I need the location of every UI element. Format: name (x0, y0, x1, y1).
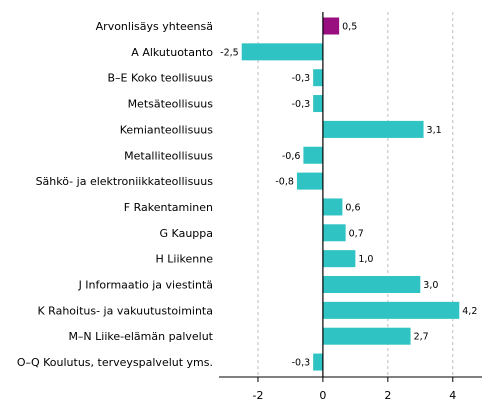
category-label-11: J Informaatio ja viestintä (78, 279, 213, 292)
x-tick-label-4: 4 (449, 389, 456, 402)
category-label-9: G Kauppa (160, 227, 213, 240)
value-label-9: 0,7 (349, 228, 364, 239)
value-label-14: -0,3 (292, 358, 311, 369)
x-tick-labels: -2 0 2 4 (252, 389, 456, 402)
category-label-8: F Rakentaminen (124, 201, 213, 214)
category-label-14: O–Q Koulutus, terveyspalvelut yms. (17, 356, 213, 369)
category-label-6: Metalliteollisuus (124, 149, 213, 162)
bar-5 (322, 120, 424, 138)
value-label-2: -2,5 (220, 47, 239, 58)
value-label-7: -0,8 (275, 177, 294, 188)
category-label-5: Kemianteollisuus (120, 123, 214, 136)
bar-7 (296, 172, 323, 190)
bar-6 (303, 146, 323, 164)
x-tick-label--2: -2 (252, 389, 263, 402)
value-label-4: -0,3 (292, 99, 311, 110)
category-label-12: K Rahoitus- ja vakuutustoiminta (37, 304, 213, 317)
bar-9 (322, 224, 346, 242)
value-label-10: 1,0 (358, 254, 373, 265)
category-label-10: H Liikenne (156, 253, 214, 266)
category-label-1: Arvonlisäys yhteensä (96, 20, 213, 33)
category-label-7: Sähkö- ja elektroniikkateollisuus (36, 175, 214, 188)
bar-13 (322, 327, 411, 345)
value-label-5: 3,1 (427, 125, 442, 136)
bar-1 (322, 17, 340, 35)
value-label-3: -0,3 (292, 73, 311, 84)
value-label-6: -0,6 (282, 151, 301, 162)
value-label-1: 0,5 (342, 22, 357, 33)
value-label-13: 2,7 (414, 332, 429, 343)
category-label-3: B–E Koko teollisuus (108, 72, 214, 85)
bar-10 (322, 250, 356, 268)
value-label-11: 3,0 (423, 280, 438, 291)
category-label-13: M–N Liike-elämän palvelut (68, 330, 213, 343)
category-labels: Arvonlisäys yhteensä A Alkutuotanto B–E Ko… (17, 20, 214, 369)
x-tick-label-0: 0 (319, 389, 326, 402)
bar-3 (313, 69, 323, 87)
bar-4 (313, 95, 323, 113)
bar-12 (322, 301, 460, 319)
bars (241, 17, 460, 371)
value-label-8: 0,6 (345, 202, 360, 213)
value-labels: 0,5 -2,5 -0,3 -0,3 3,1 -0,6 -0,8 0,6 0,7 1,0 3,0 4,… (220, 22, 477, 369)
grid-lines (257, 12, 454, 377)
category-label-4: Metsäteollisuus (128, 98, 214, 111)
bar-14 (313, 353, 323, 371)
axes (219, 12, 482, 382)
bar-2 (241, 43, 323, 61)
x-tick-label-2: 2 (384, 389, 391, 402)
bar-8 (322, 198, 343, 216)
value-label-12: 4,2 (462, 306, 477, 317)
category-label-2: A Alkutuotanto (131, 46, 213, 59)
bar-11 (322, 276, 421, 293)
